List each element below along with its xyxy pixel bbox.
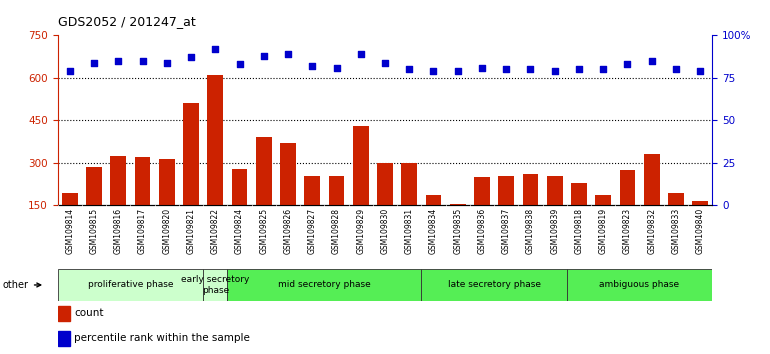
Point (403, 67, 415, 72)
Text: mid secretory phase: mid secretory phase (278, 280, 371, 290)
Text: percentile rank within the sample: percentile rank within the sample (74, 333, 250, 343)
Point (355, 51, 367, 57)
Bar (280, 143, 296, 248)
Point (306, 63, 319, 69)
Point (451, 68, 464, 74)
Point (524, 67, 537, 72)
Text: ambiguous phase: ambiguous phase (600, 280, 680, 290)
Bar (159, 159, 175, 248)
Point (548, 68, 561, 74)
Bar (183, 103, 199, 248)
Bar (567, 269, 712, 301)
Bar (304, 176, 320, 248)
Bar (207, 75, 223, 248)
Point (258, 53, 270, 59)
Point (112, 58, 125, 64)
Bar (135, 157, 150, 248)
Point (597, 67, 609, 72)
Bar (595, 195, 611, 248)
Text: count: count (74, 308, 104, 318)
Point (379, 60, 391, 65)
Point (573, 67, 585, 72)
Bar (498, 176, 514, 248)
Text: early secretory
phase: early secretory phase (181, 275, 249, 295)
Point (330, 65, 343, 70)
Point (645, 58, 658, 64)
Bar (523, 174, 538, 248)
Bar (256, 137, 272, 248)
Point (209, 46, 222, 52)
Text: other: other (3, 280, 41, 290)
Point (476, 65, 488, 70)
Point (427, 68, 440, 74)
Point (136, 58, 149, 64)
Point (161, 60, 173, 65)
Bar (58, 331, 69, 346)
Bar (692, 201, 708, 248)
Bar (86, 167, 102, 248)
Bar (474, 177, 490, 248)
Bar (377, 163, 393, 248)
Point (500, 67, 512, 72)
Bar (58, 269, 203, 301)
Bar (203, 269, 227, 301)
Text: late secretory phase: late secretory phase (447, 280, 541, 290)
Bar (450, 204, 466, 248)
Point (233, 62, 246, 67)
Bar (421, 269, 567, 301)
Bar (571, 183, 587, 248)
Point (64, 68, 76, 74)
Bar (58, 306, 69, 321)
Text: proliferative phase: proliferative phase (88, 280, 173, 290)
Point (670, 67, 682, 72)
Bar (329, 176, 344, 248)
Bar (110, 156, 126, 248)
Point (282, 51, 294, 57)
Bar (668, 193, 684, 248)
Point (621, 62, 634, 67)
Bar (232, 169, 247, 248)
Bar (547, 176, 563, 248)
Bar (401, 163, 417, 248)
Point (694, 68, 706, 74)
Point (185, 55, 197, 60)
Point (88, 60, 100, 65)
Text: GDS2052 / 201247_at: GDS2052 / 201247_at (58, 15, 196, 28)
Bar (353, 126, 369, 248)
Bar (227, 269, 421, 301)
Bar (426, 195, 441, 248)
Bar (620, 170, 635, 248)
Bar (644, 154, 660, 248)
Bar (62, 193, 78, 248)
